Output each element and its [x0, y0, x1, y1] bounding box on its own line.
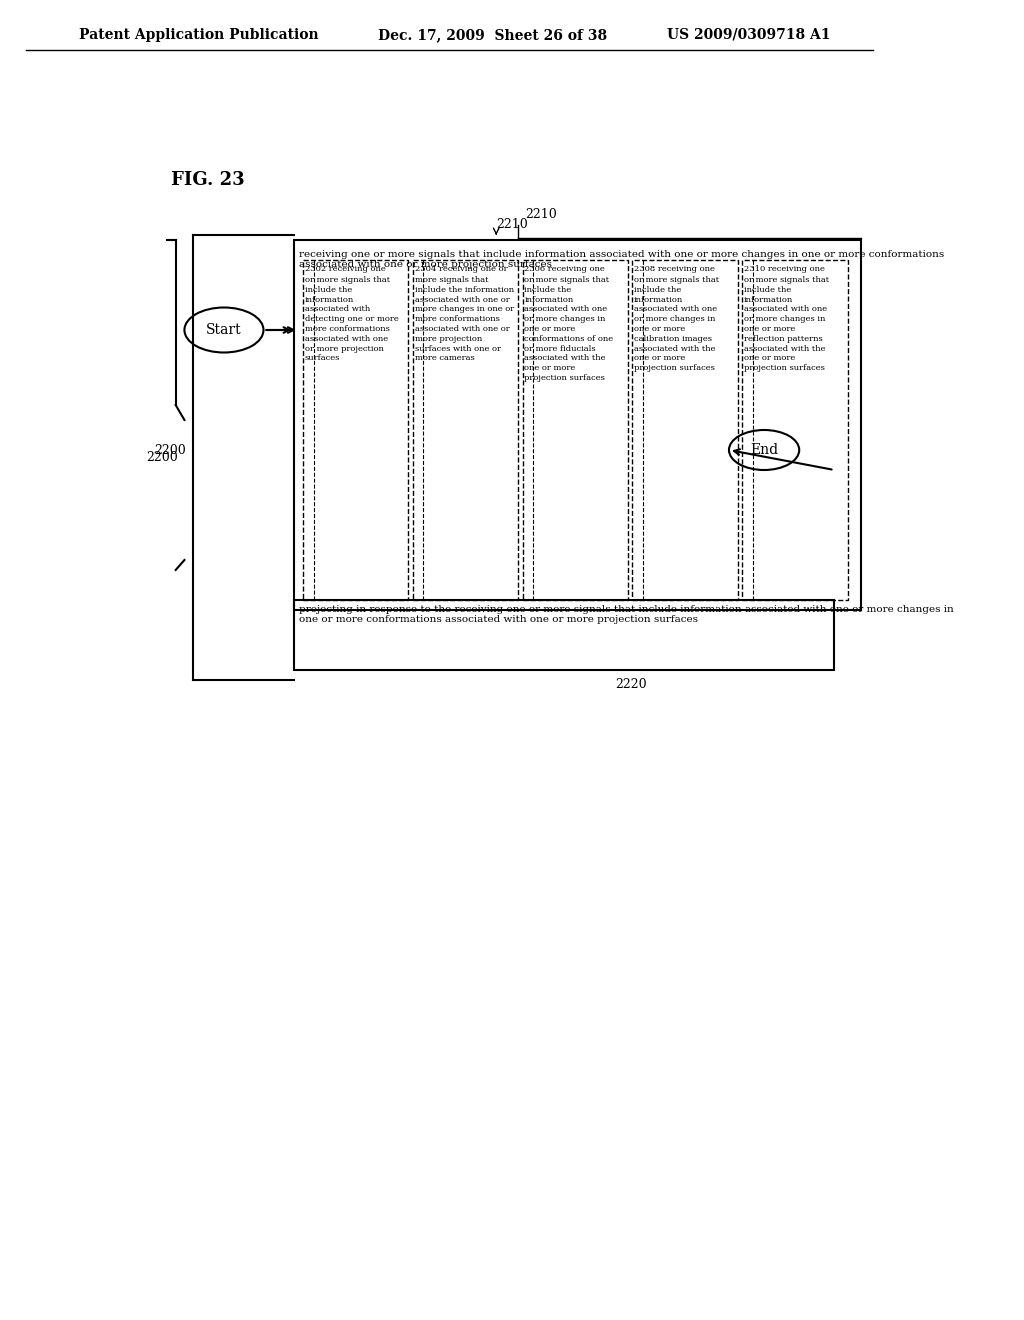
Text: 2220: 2220 — [614, 678, 646, 692]
Text: or more signals that
include the
information
associated with one
or more changes: or more signals that include the informa… — [634, 276, 719, 372]
Text: US 2009/0309718 A1: US 2009/0309718 A1 — [668, 28, 831, 42]
Text: 2210: 2210 — [497, 219, 528, 231]
Text: 2306 receiving one: 2306 receiving one — [524, 265, 605, 273]
Text: End: End — [750, 444, 778, 457]
Text: 2210: 2210 — [525, 209, 557, 222]
Text: or more signals that
include the
information
associated with one
or more changes: or more signals that include the informa… — [524, 276, 613, 381]
Text: projecting in response to the receiving one or more signals that include informa: projecting in response to the receiving … — [299, 605, 953, 624]
Text: 2302 receiving one: 2302 receiving one — [305, 265, 385, 273]
Text: 2308 receiving one: 2308 receiving one — [634, 265, 715, 273]
Text: FIG. 23: FIG. 23 — [171, 172, 245, 189]
Text: 2310 receiving one: 2310 receiving one — [743, 265, 824, 273]
Text: 2304 receiving one or: 2304 receiving one or — [415, 265, 507, 273]
Text: 2200: 2200 — [154, 444, 185, 457]
Text: Dec. 17, 2009  Sheet 26 of 38: Dec. 17, 2009 Sheet 26 of 38 — [378, 28, 607, 42]
Text: Patent Application Publication: Patent Application Publication — [79, 28, 318, 42]
Text: or more signals that
include the
information
associated with
detecting one or mo: or more signals that include the informa… — [305, 276, 398, 363]
Text: Start: Start — [206, 323, 242, 337]
Text: 2200: 2200 — [146, 451, 178, 465]
Text: receiving one or more signals that include information associated with one or mo: receiving one or more signals that inclu… — [299, 249, 944, 269]
Text: or more signals that
include the
information
associated with one
or more changes: or more signals that include the informa… — [743, 276, 829, 372]
Text: more signals that
include the information
associated with one or
more changes in: more signals that include the informatio… — [415, 276, 514, 363]
